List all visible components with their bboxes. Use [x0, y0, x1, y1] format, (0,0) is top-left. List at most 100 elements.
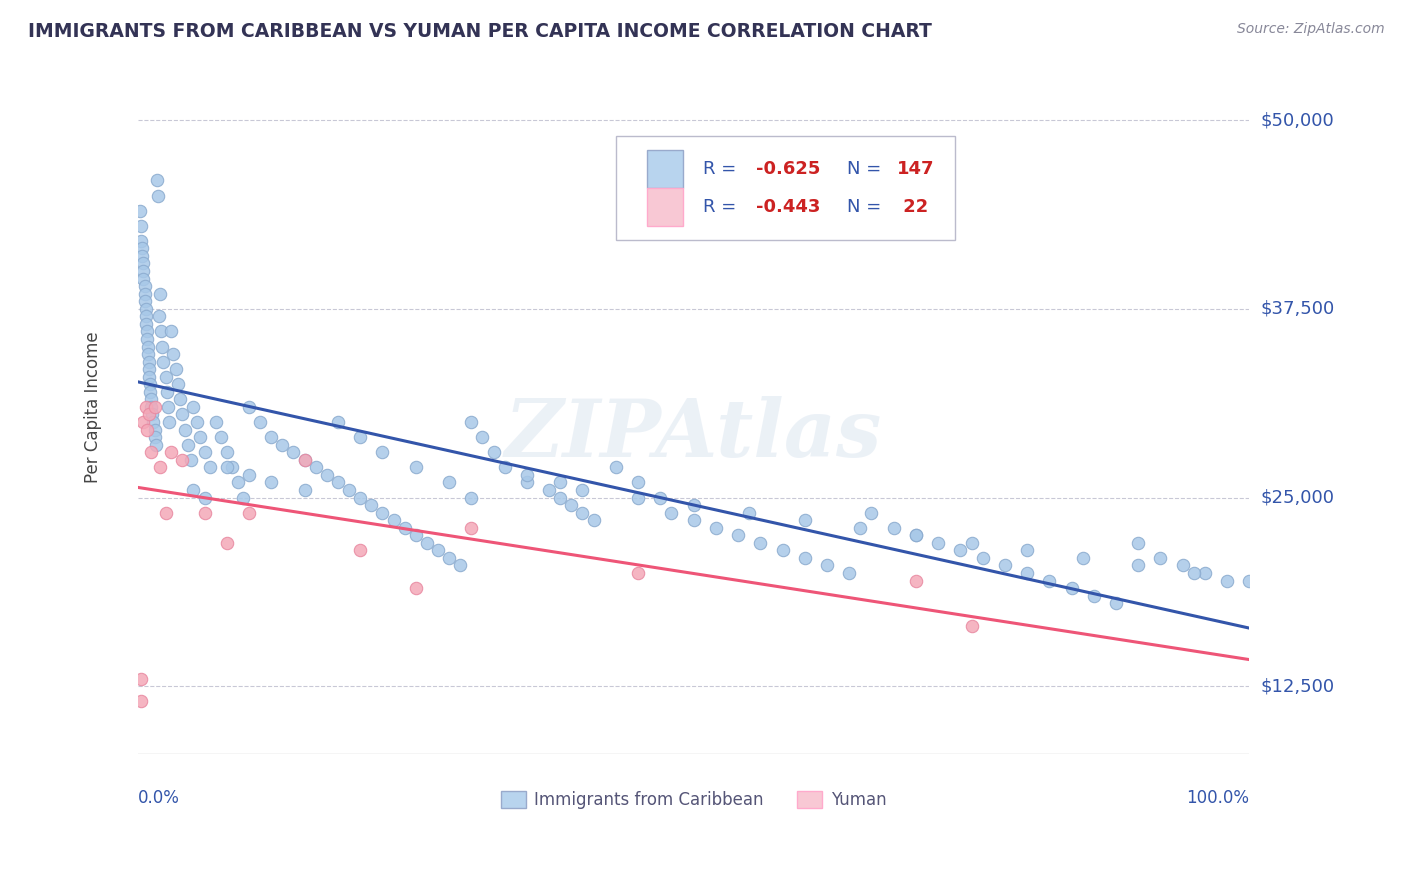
Point — [960, 536, 983, 550]
Point — [149, 286, 172, 301]
Point — [131, 241, 153, 255]
Point — [135, 332, 157, 346]
Point — [141, 408, 163, 422]
Point — [150, 325, 173, 339]
Point — [146, 173, 169, 187]
Point — [138, 408, 160, 422]
Point — [437, 475, 460, 490]
Point — [194, 445, 217, 459]
Point — [1071, 550, 1094, 565]
Point — [135, 317, 157, 331]
Point — [371, 445, 394, 459]
Point — [1128, 558, 1150, 573]
Text: R =: R = — [703, 161, 741, 178]
Point — [294, 483, 316, 497]
Point — [194, 506, 217, 520]
Point — [271, 437, 294, 451]
Point — [904, 528, 927, 542]
Text: -0.443: -0.443 — [756, 198, 820, 216]
Point — [949, 543, 972, 558]
Point — [221, 460, 243, 475]
Point — [449, 558, 471, 573]
Point — [152, 354, 174, 368]
Point — [136, 339, 159, 353]
Point — [134, 294, 156, 309]
Text: Source: ZipAtlas.com: Source: ZipAtlas.com — [1237, 22, 1385, 37]
Point — [1060, 581, 1083, 595]
Point — [349, 430, 371, 444]
Point — [471, 430, 494, 444]
Point — [238, 467, 260, 482]
Point — [1216, 574, 1239, 588]
Point — [860, 506, 883, 520]
Point — [883, 521, 905, 535]
Point — [294, 452, 316, 467]
Point — [129, 694, 152, 708]
Point — [560, 498, 582, 512]
Point — [904, 528, 927, 542]
Point — [238, 400, 260, 414]
Point — [135, 325, 157, 339]
Point — [571, 483, 593, 497]
Point — [1182, 566, 1205, 580]
Point — [627, 566, 650, 580]
Text: IMMIGRANTS FROM CARIBBEAN VS YUMAN PER CAPITA INCOME CORRELATION CHART: IMMIGRANTS FROM CARIBBEAN VS YUMAN PER C… — [28, 22, 932, 41]
Point — [516, 467, 538, 482]
Point — [260, 430, 283, 444]
Point — [650, 491, 672, 505]
Point — [135, 310, 157, 324]
Point — [627, 491, 650, 505]
Point — [131, 249, 153, 263]
Point — [260, 475, 283, 490]
Point — [155, 506, 177, 520]
Point — [349, 491, 371, 505]
Point — [516, 475, 538, 490]
Point — [605, 460, 627, 475]
Point — [142, 415, 165, 429]
Point — [960, 619, 983, 633]
Point — [160, 325, 183, 339]
Point — [160, 445, 183, 459]
Point — [815, 558, 838, 573]
Point — [494, 460, 516, 475]
Point — [337, 483, 360, 497]
Point — [134, 286, 156, 301]
Text: 147: 147 — [897, 161, 935, 178]
Text: R =: R = — [703, 198, 741, 216]
Point — [215, 445, 238, 459]
Point — [194, 491, 217, 505]
Point — [460, 415, 482, 429]
Point — [183, 400, 205, 414]
Point — [371, 506, 394, 520]
Point — [326, 475, 349, 490]
Point — [315, 467, 337, 482]
Point — [849, 521, 872, 535]
Point — [793, 513, 815, 527]
FancyBboxPatch shape — [616, 136, 955, 240]
Point — [727, 528, 749, 542]
Point — [129, 203, 152, 218]
Point — [283, 445, 305, 459]
Point — [704, 521, 727, 535]
Point — [143, 400, 166, 414]
Point — [132, 256, 155, 270]
Point — [1017, 566, 1039, 580]
Text: N =: N = — [846, 161, 887, 178]
Point — [135, 301, 157, 316]
Point — [548, 491, 571, 505]
Point — [972, 550, 994, 565]
Point — [682, 498, 704, 512]
FancyBboxPatch shape — [647, 187, 682, 226]
Point — [215, 536, 238, 550]
Point — [326, 415, 349, 429]
Point — [394, 521, 416, 535]
Point — [129, 219, 152, 233]
Point — [1171, 558, 1194, 573]
Point — [738, 506, 761, 520]
Point — [132, 415, 155, 429]
Point — [460, 521, 482, 535]
Point — [135, 423, 157, 437]
Point — [294, 452, 316, 467]
Point — [172, 452, 194, 467]
Text: $50,000: $50,000 — [1261, 111, 1334, 129]
